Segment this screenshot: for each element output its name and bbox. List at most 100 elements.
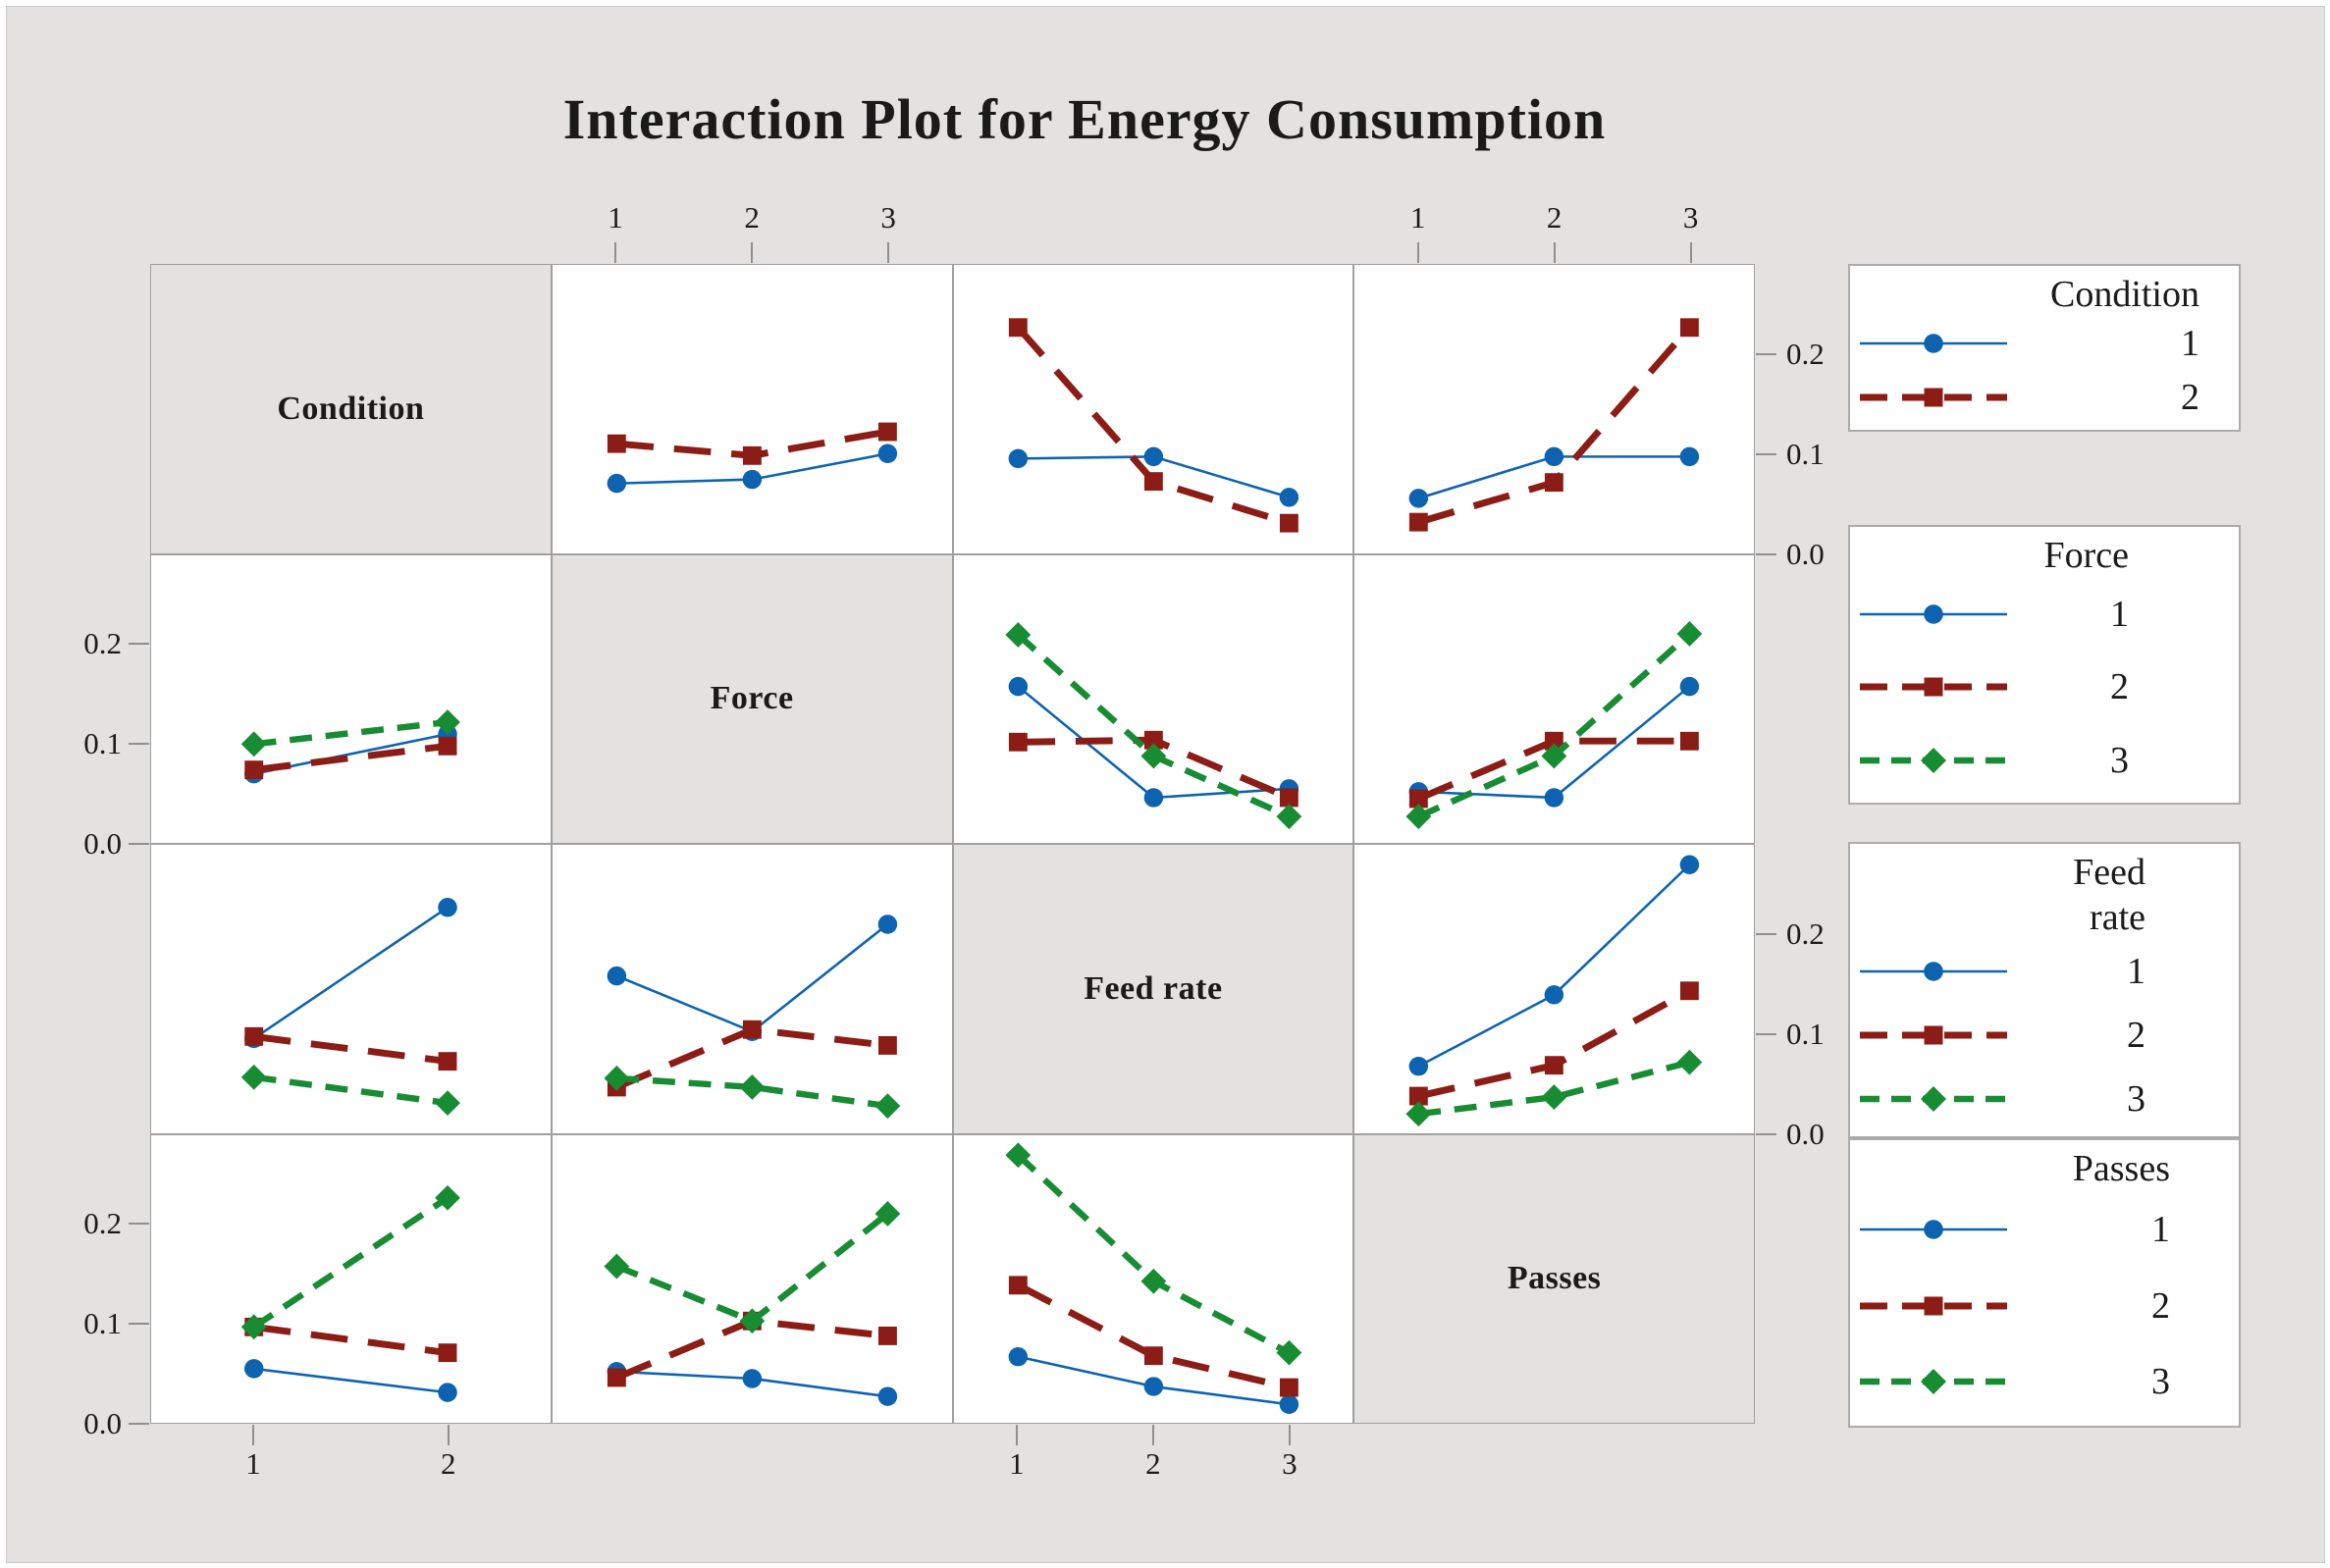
circle-marker	[877, 915, 897, 934]
square-marker	[1143, 472, 1163, 492]
legend-item-label: 1	[2110, 594, 2129, 636]
square-marker	[438, 1342, 457, 1362]
tick-mark	[129, 843, 149, 845]
legend-title: Force	[2043, 535, 2129, 576]
interaction-panel	[551, 844, 953, 1134]
diamond-marker	[1004, 1141, 1031, 1168]
tick-label: 0.1	[83, 1306, 122, 1341]
tick-label: 0.1	[1786, 1016, 1825, 1051]
interaction-panel	[952, 264, 1354, 554]
legend-item: 3	[1850, 724, 2239, 797]
tick-mark	[1756, 352, 1776, 355]
circle-marker	[877, 1385, 897, 1406]
legend-item-label: 1	[2127, 951, 2145, 993]
panel-plot	[1405, 620, 1703, 829]
tick-label: 2	[1546, 200, 1562, 235]
diagonal-factor-cell: Passes	[1353, 1133, 1755, 1424]
series-line-force-2	[253, 742, 449, 773]
tick-mark	[614, 242, 617, 263]
series-line-passes-1	[253, 1367, 449, 1393]
interaction-panel	[952, 553, 1354, 844]
interaction-panel	[150, 844, 552, 1134]
legend-sample-diamond	[1860, 1369, 2007, 1395]
circle-marker	[1279, 488, 1298, 507]
tick-mark	[129, 1323, 149, 1326]
square-marker	[1008, 1275, 1028, 1294]
series-line-feed-rate-2	[253, 1032, 449, 1066]
tick-label: 2	[744, 200, 760, 235]
tick-label: 0.0	[1786, 1116, 1825, 1151]
legend-sample-circle	[1860, 334, 2007, 354]
tick-label: 1	[1009, 1446, 1025, 1481]
tick-mark	[1756, 452, 1776, 455]
square-marker	[607, 434, 626, 453]
interaction-panel	[1353, 553, 1755, 844]
square-marker	[1680, 731, 1700, 751]
square-marker	[1545, 731, 1564, 751]
circle-marker	[1679, 446, 1700, 467]
legend-item-label: 3	[2110, 739, 2129, 781]
tick-label: 0.0	[1786, 536, 1825, 571]
interaction-panel	[150, 1133, 552, 1424]
legend-item: 1	[1850, 1191, 2239, 1268]
diamond-marker	[739, 1307, 766, 1333]
square-marker	[1143, 730, 1163, 750]
tick-mark	[129, 643, 149, 646]
tick-mark	[1288, 1425, 1291, 1445]
factor-label: Passes	[1507, 1260, 1602, 1297]
series-line-feed-rate-1	[252, 906, 449, 1040]
legend-item-label: 2	[2127, 1015, 2145, 1056]
panel-plot	[604, 1200, 901, 1406]
legend-item-label: 1	[2151, 1208, 2170, 1250]
tick-mark	[447, 1425, 450, 1445]
legend-item-label: 3	[2127, 1077, 2145, 1120]
legend-item: 3	[1850, 1343, 2239, 1420]
factor-label: Feed rate	[1084, 969, 1223, 1007]
legend-item: 2	[1850, 1268, 2239, 1344]
chart-title: Interaction Plot for Energy Consumption	[562, 87, 1607, 151]
legend-sample-diamond	[1860, 1085, 2007, 1112]
factor-label: Force	[710, 680, 794, 717]
legend-item: 2	[1850, 651, 2239, 723]
series-line-passes-3	[614, 1210, 890, 1325]
interaction-panel	[952, 1133, 1354, 1424]
circle-marker	[1544, 446, 1564, 467]
panel-plot	[1405, 855, 1703, 1127]
series-line-passes-2	[253, 1323, 449, 1356]
square-marker	[438, 1052, 457, 1071]
tick-label: 0.2	[83, 1206, 122, 1241]
tick-mark	[1015, 1425, 1018, 1445]
legend-item: 1	[1850, 578, 2239, 651]
diamond-marker	[435, 708, 460, 735]
square-marker	[1409, 789, 1429, 808]
legend-title: Feed	[2073, 852, 2145, 893]
series-line-feed-rate-1	[615, 922, 888, 1033]
tick-label: 3	[880, 200, 896, 235]
tick-label: 1	[608, 200, 623, 235]
square-marker	[1409, 1086, 1429, 1106]
legend-sample-square	[1860, 677, 2007, 697]
panel-plot	[1008, 318, 1298, 533]
series-line-feed-rate-1	[1417, 863, 1691, 1068]
series-line-passes-3	[251, 1194, 450, 1330]
circle-marker	[1143, 787, 1163, 808]
tick-mark	[129, 743, 149, 746]
legend-sample-circle	[1860, 962, 2007, 982]
legend-item-label: 2	[2181, 376, 2199, 418]
panel-plot	[604, 915, 901, 1120]
tick-mark	[1756, 552, 1776, 555]
legend-feed-rate: Feed rate 1 2 3	[1848, 842, 2241, 1138]
series-line-feed-rate-3	[615, 1074, 888, 1110]
tick-mark	[129, 1223, 149, 1226]
legend-item: 1	[1850, 940, 2239, 1004]
legend-item: 2	[1850, 371, 2239, 425]
square-marker	[1143, 1345, 1163, 1365]
square-marker	[877, 422, 897, 442]
circle-marker	[1008, 448, 1028, 469]
square-marker	[438, 736, 457, 756]
tick-label: 2	[440, 1446, 456, 1481]
diamond-marker	[1139, 1268, 1166, 1294]
legend-item: 3	[1850, 1067, 2239, 1130]
tick-mark	[1756, 932, 1776, 935]
circle-marker	[438, 1382, 457, 1402]
